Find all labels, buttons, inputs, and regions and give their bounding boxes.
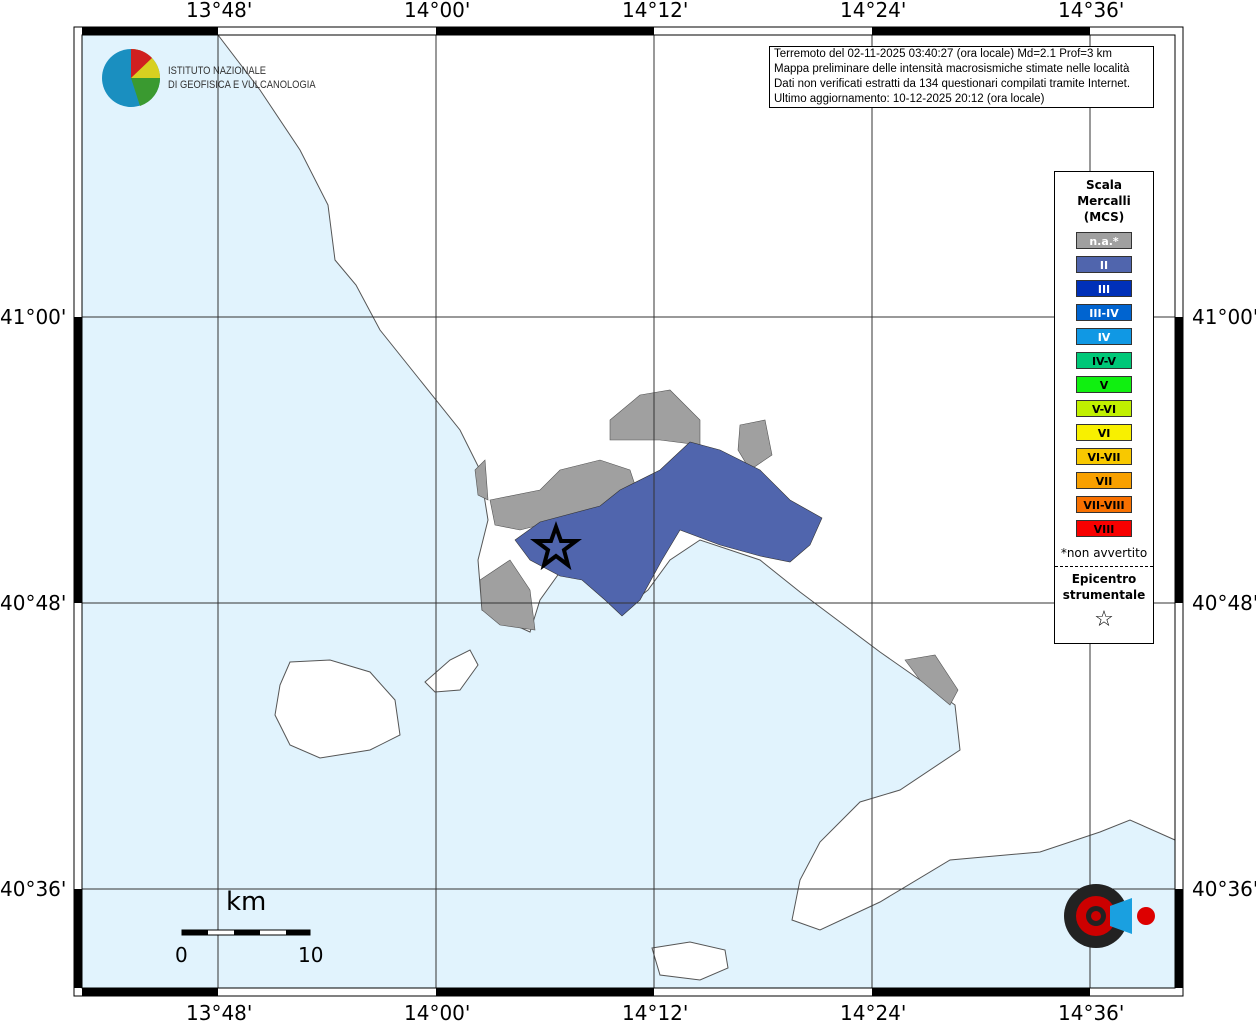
legend-swatch: VI-VII (1076, 448, 1132, 465)
lat-label-right: 40°48' (1192, 591, 1256, 615)
legend-swatch: VIII (1076, 520, 1132, 537)
lat-label-right: 40°36' (1192, 877, 1256, 901)
legend-swatch: V (1076, 376, 1132, 393)
scale-min: 0 (175, 943, 188, 967)
legend-swatch: III-IV (1076, 304, 1132, 321)
event-info-box: Terremoto del 02-11-2025 03:40:27 (ora l… (769, 46, 1154, 108)
legend-title: Scala Mercalli (MCS) (1055, 177, 1153, 225)
legend-swatch: V-VI (1076, 400, 1132, 417)
legend-note: *non avvertito (1060, 546, 1148, 560)
epicenter-label: Epicentro strumentale (1055, 571, 1153, 603)
legend-swatch: II (1076, 256, 1132, 273)
ingv-logo (102, 49, 161, 107)
lat-label-left: 41°00' (0, 305, 67, 329)
lat-label-right: 41°00' (1192, 305, 1256, 329)
not-felt-areas (474, 389, 959, 706)
hsit-logo (1064, 884, 1155, 948)
lon-label-top: 14°36' (1058, 0, 1125, 22)
scale-unit: km (226, 887, 267, 917)
epicenter-star (530, 521, 582, 571)
logo-line: DI GEOFISICA E VULCANOLOGIA (168, 79, 316, 91)
logo-line: ISTITUTO NAZIONALE (168, 65, 267, 77)
legend-swatch: III (1076, 280, 1132, 297)
legend-swatch: IV-V (1076, 352, 1132, 369)
ingv-logo-text: ISTITUTO NAZIONALE DI GEOFISICA E VULCAN… (168, 64, 316, 92)
intensity-II-area (514, 441, 823, 617)
epicenter-label-line: strumentale (1062, 588, 1146, 602)
info-line: Ultimo aggiornamento: 10-12-2025 20:12 (… (774, 93, 1045, 105)
ischia-island (274, 659, 401, 759)
lon-label-top: 14°12' (622, 0, 689, 22)
info-line: Mappa preliminare delle intensità macros… (774, 63, 1130, 75)
lon-label-top: 13°48' (186, 0, 253, 22)
legend-divider (1055, 566, 1153, 567)
lon-label-top: 14°24' (840, 0, 907, 22)
lon-label-bottom: 13°48' (186, 1001, 253, 1025)
info-line: Dati non verificati estratti da 134 ques… (774, 78, 1131, 90)
grid-lines (82, 35, 1175, 988)
legend-swatch: VII-VIII (1076, 496, 1132, 513)
scale-max: 10 (298, 943, 324, 967)
legend-swatch: IV (1076, 328, 1132, 345)
capri-island (651, 941, 729, 981)
info-line: Terremoto del 02-11-2025 03:40:27 (ora l… (774, 48, 1112, 60)
lon-label-bottom: 14°36' (1058, 1001, 1125, 1025)
legend-swatch: n.a.* (1076, 232, 1132, 249)
lon-label-bottom: 14°12' (622, 1001, 689, 1025)
lat-label-left: 40°48' (0, 591, 67, 615)
lon-label-top: 14°00' (404, 0, 471, 22)
legend-swatch: VII (1076, 472, 1132, 489)
lon-label-bottom: 14°00' (404, 1001, 471, 1025)
legend-swatch: VI (1076, 424, 1132, 441)
epicenter-label-line: Epicentro (1071, 572, 1137, 586)
map-frame (73, 26, 1184, 997)
scale-bar (181, 929, 311, 936)
procida-island (424, 649, 479, 693)
star-icon: ☆ (1094, 607, 1114, 632)
legend-title-line: Scala (1085, 178, 1123, 192)
legend-swatches: n.a.* II III III-IV IV IV-V V V-VI VI VI-VII VII VI… (1055, 232, 1153, 537)
lat-label-left: 40°36' (0, 877, 67, 901)
mercalli-legend: Scala Mercalli (MCS) n.a.* II III III-IV IV I… (1054, 171, 1154, 644)
legend-title-line: Mercalli (1077, 194, 1131, 208)
legend-title-line: (MCS) (1083, 210, 1125, 224)
lon-label-bottom: 14°24' (840, 1001, 907, 1025)
